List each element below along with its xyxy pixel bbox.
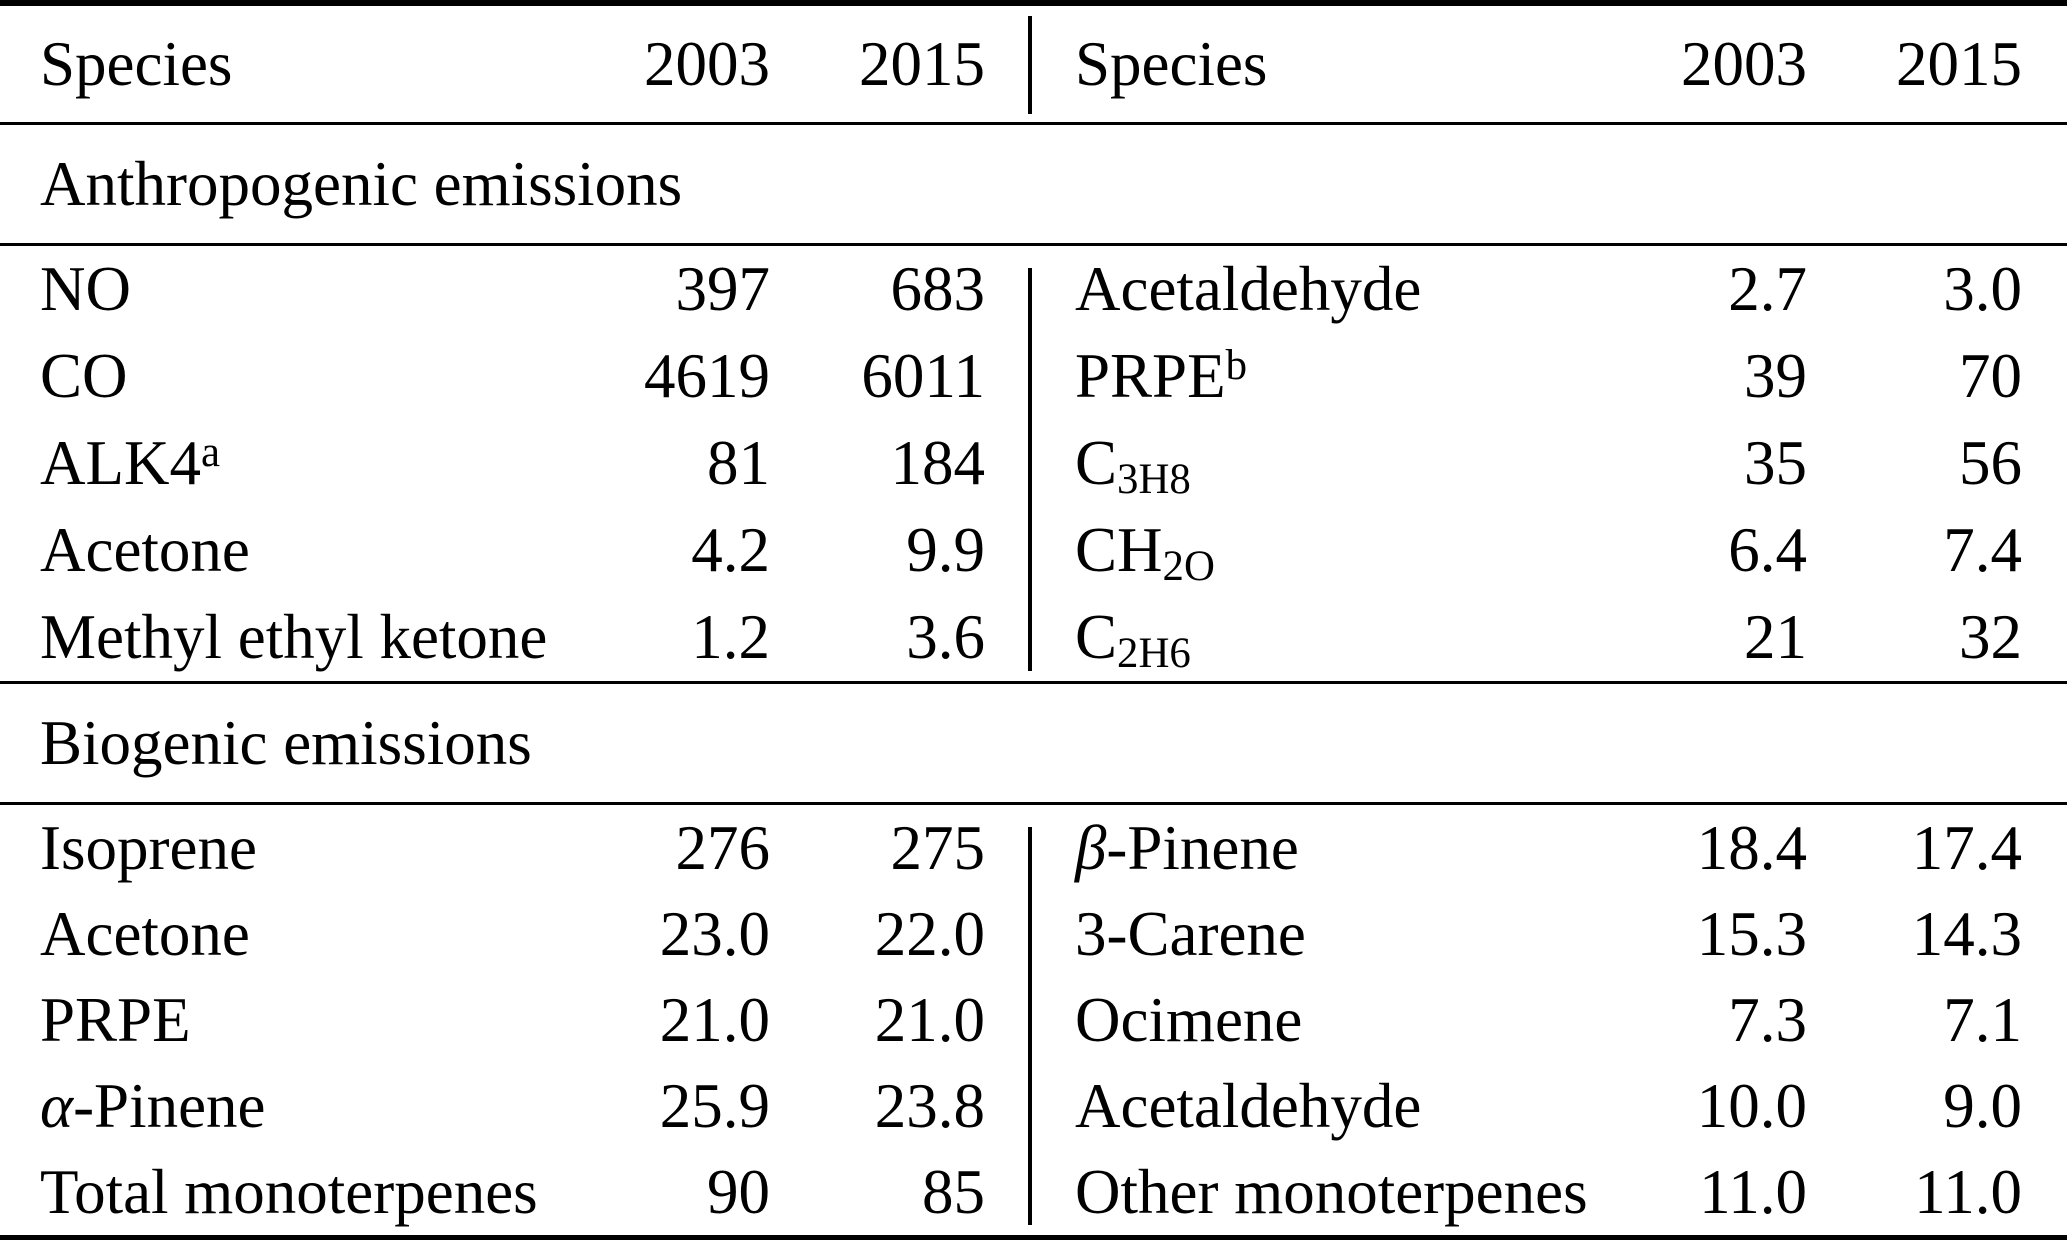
value-2015-right: 32 — [1959, 602, 2022, 672]
section-title: Biogenic emissions — [40, 707, 532, 778]
value-2015-right: 7.4 — [1943, 515, 2022, 585]
value-2015-left: 683 — [890, 254, 986, 324]
table-header-row: Species 2003 2015 Species 2003 2015 — [0, 6, 2067, 125]
value-2015-left: 23.8 — [874, 1070, 985, 1141]
species-cell-left: Total monoterpenes — [40, 1156, 538, 1227]
column-divider — [985, 1149, 1075, 1235]
value-2015-right: 3.0 — [1943, 254, 2022, 324]
value-2003-right: 18.4 — [1696, 812, 1807, 883]
species-cell-right: β-Pinene — [1075, 812, 1299, 883]
value-2015-right: 7.1 — [1943, 984, 2022, 1055]
value-2003-right: 6.4 — [1728, 515, 1807, 585]
value-2003-left: 23.0 — [659, 898, 770, 969]
species-cell-left: Acetone — [40, 898, 250, 969]
value-2003-left: 4.2 — [691, 515, 770, 585]
value-2003-left: 25.9 — [659, 1070, 770, 1141]
table-body: Anthropogenic emissions NO 397 683 Acetaldeh… — [0, 125, 2067, 1235]
section-title: Anthropogenic emissions — [40, 148, 683, 219]
column-divider — [985, 246, 1075, 333]
species-cell-right: Acetaldehyde — [1075, 1070, 1422, 1141]
value-2003-right: 2.7 — [1728, 254, 1807, 324]
value-2003-right: 10.0 — [1696, 1070, 1807, 1141]
species-cell-left: PRPE — [40, 984, 191, 1055]
species-cell-left: NO — [40, 254, 131, 324]
value-2015-left: 275 — [890, 812, 986, 883]
table-row: α-Pinene 25.9 23.8 Acetaldehyde 10.0 9.0 — [0, 1063, 2067, 1149]
table-row: CO 4619 6011 PRPEb 39 70 — [0, 333, 2067, 420]
section-row: Biogenic emissions — [0, 684, 2067, 805]
value-2015-right: 11.0 — [1914, 1156, 2022, 1227]
value-2015-left: 85 — [922, 1156, 985, 1227]
value-2003-right: 21 — [1744, 602, 1807, 672]
value-2015-left: 21.0 — [874, 984, 985, 1055]
value-2003-right: 15.3 — [1696, 898, 1807, 969]
table-row: Methyl ethyl ketone 1.2 3.6 C2H6 21 32 — [0, 594, 2067, 681]
species-cell-right: Ocimene — [1075, 984, 1303, 1055]
value-2003-left: 276 — [675, 812, 771, 883]
table-row: NO 397 683 Acetaldehyde 2.7 3.0 — [0, 246, 2067, 333]
value-2015-left: 6011 — [861, 341, 985, 411]
value-2003-right: 39 — [1744, 341, 1807, 411]
column-divider — [985, 1063, 1075, 1149]
header-species-right: Species — [1075, 28, 1268, 99]
column-divider — [985, 507, 1075, 594]
value-2015-left: 3.6 — [906, 602, 985, 672]
value-2003-right: 7.3 — [1728, 984, 1807, 1055]
value-2015-right: 17.4 — [1911, 812, 2022, 883]
table-row: ALK4a 81 184 C3H8 35 56 — [0, 420, 2067, 507]
value-2015-right: 14.3 — [1911, 898, 2022, 969]
value-2015-left: 9.9 — [906, 515, 985, 585]
value-2003-left: 4619 — [644, 341, 770, 411]
header-2015-right: 2015 — [1896, 28, 2022, 99]
species-cell-right: C2H6 — [1075, 602, 1191, 678]
species-cell-left: CO — [40, 341, 128, 411]
section-rows-block: NO 397 683 Acetaldehyde 2.7 3.0 CO 4619 6011 PRPE… — [0, 246, 2067, 684]
header-2015-left: 2015 — [859, 28, 985, 99]
column-divider — [985, 805, 1075, 891]
value-2003-left: 21.0 — [659, 984, 770, 1055]
species-cell-left: ALK4a — [40, 428, 220, 498]
species-cell-right: PRPEb — [1075, 341, 1248, 411]
column-divider — [985, 6, 1075, 122]
value-2015-right: 70 — [1959, 341, 2022, 411]
value-2003-left: 1.2 — [691, 602, 770, 672]
header-2003-right: 2003 — [1681, 28, 1807, 99]
species-cell-right: CH2O — [1075, 515, 1215, 591]
species-cell-right: 3-Carene — [1075, 898, 1306, 969]
table-row: Acetone 4.2 9.9 CH2O 6.4 7.4 — [0, 507, 2067, 594]
value-2003-right: 35 — [1744, 428, 1807, 498]
species-cell-left: Methyl ethyl ketone — [40, 602, 548, 672]
column-divider — [985, 594, 1075, 681]
table-row: Acetone 23.0 22.0 3-Carene 15.3 14.3 — [0, 891, 2067, 977]
header-species-left: Species — [40, 28, 233, 99]
table-row: Total monoterpenes 90 85 Other monoterpenes… — [0, 1149, 2067, 1235]
table-row: PRPE 21.0 21.0 Ocimene 7.3 7.1 — [0, 977, 2067, 1063]
species-cell-right: Other monoterpenes — [1075, 1156, 1588, 1227]
value-2003-left: 397 — [675, 254, 771, 324]
species-cell-left: Acetone — [40, 515, 250, 585]
species-cell-right: C3H8 — [1075, 428, 1191, 504]
value-2015-left: 22.0 — [874, 898, 985, 969]
value-2003-right: 11.0 — [1699, 1156, 1807, 1227]
species-cell-left: α-Pinene — [40, 1070, 266, 1141]
species-cell-left: Isoprene — [40, 812, 257, 883]
table-row: Isoprene 276 275 β-Pinene 18.4 17.4 — [0, 805, 2067, 891]
column-divider — [985, 977, 1075, 1063]
column-divider — [985, 333, 1075, 420]
header-2003-left: 2003 — [644, 28, 770, 99]
species-cell-right: Acetaldehyde — [1075, 254, 1422, 324]
value-2015-right: 9.0 — [1943, 1070, 2022, 1141]
column-divider — [985, 420, 1075, 507]
section-rows-block: Isoprene 276 275 β-Pinene 18.4 17.4 Acetone 23.… — [0, 805, 2067, 1235]
value-2003-left: 90 — [707, 1156, 770, 1227]
column-divider — [985, 891, 1075, 977]
value-2015-right: 56 — [1959, 428, 2022, 498]
section-row: Anthropogenic emissions — [0, 125, 2067, 246]
value-2003-left: 81 — [707, 428, 770, 498]
value-2015-left: 184 — [890, 428, 986, 498]
